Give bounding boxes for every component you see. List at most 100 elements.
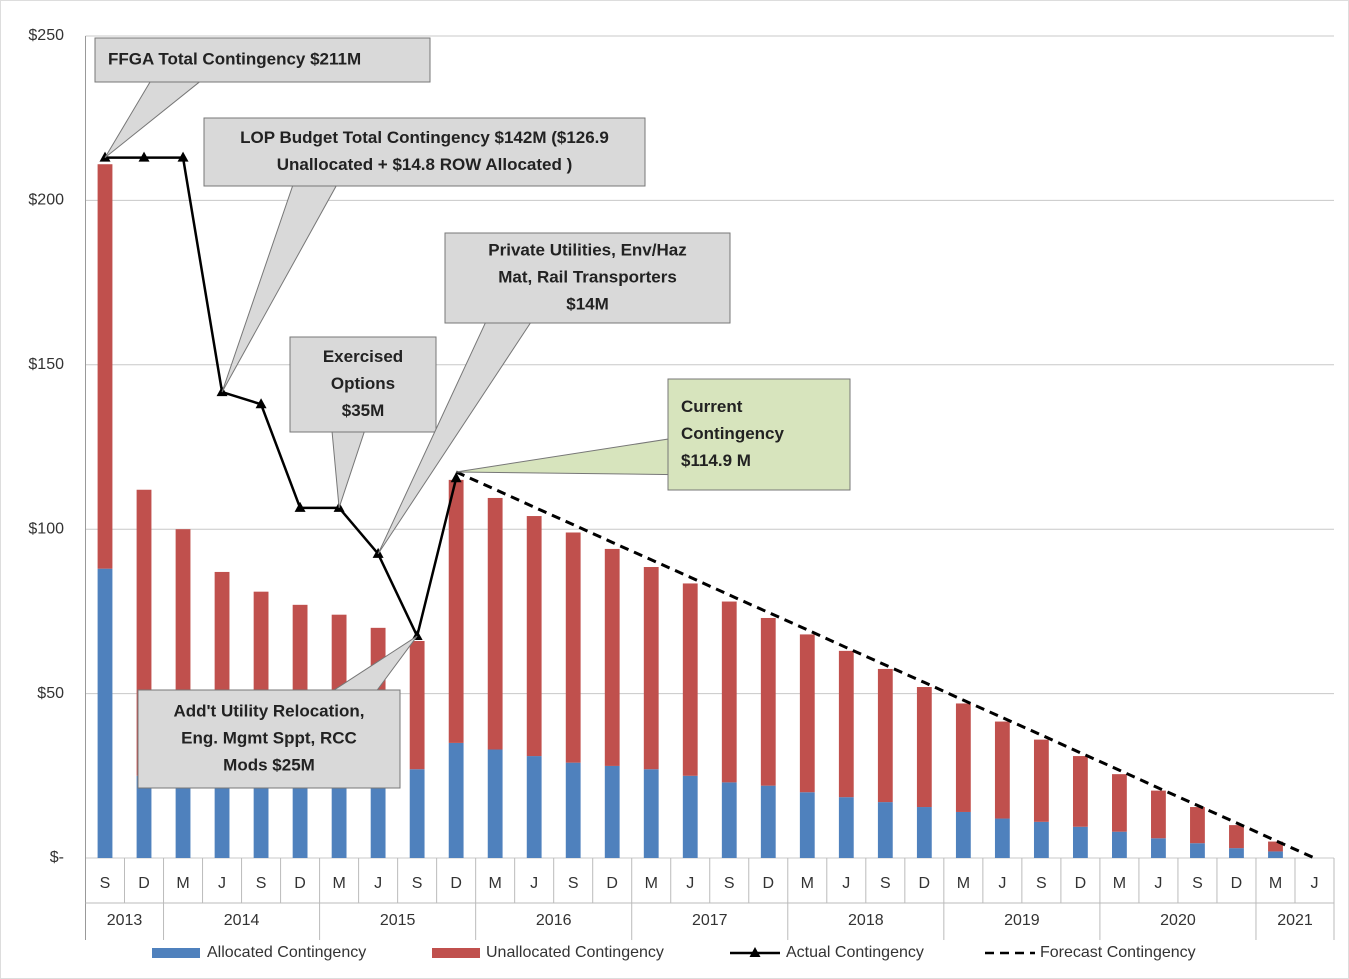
callout-text: Unallocated + $14.8 ROW Allocated ) bbox=[277, 155, 573, 174]
bar-segment bbox=[994, 721, 1010, 819]
line-marker bbox=[294, 501, 306, 512]
legend-marker bbox=[749, 947, 761, 957]
x-tick-label: J bbox=[1154, 875, 1162, 892]
x-tick-label: M bbox=[1269, 875, 1282, 892]
bar-segment bbox=[253, 775, 269, 858]
bar-segment bbox=[487, 749, 503, 858]
line-marker bbox=[450, 472, 462, 483]
bar-segment bbox=[1033, 739, 1049, 822]
x-tick-label: D bbox=[1231, 875, 1243, 892]
group-label: 2021 bbox=[1277, 912, 1313, 929]
legend-label: Allocated Contingency bbox=[207, 944, 366, 961]
x-tick-label: S bbox=[1192, 875, 1203, 892]
bar-segment bbox=[760, 785, 776, 858]
bar-segment bbox=[604, 765, 620, 858]
bar-segment bbox=[721, 782, 737, 858]
callout-box bbox=[137, 689, 401, 789]
callout-text: Options bbox=[331, 374, 395, 393]
bar-segment bbox=[1190, 807, 1205, 844]
bar-segment bbox=[487, 497, 503, 750]
series-line bbox=[105, 156, 458, 640]
bar-segment bbox=[643, 567, 659, 770]
y-tick-label: $200 bbox=[28, 192, 64, 209]
legend-label: Unallocated Contingency bbox=[486, 944, 664, 961]
x-tick-label: J bbox=[218, 875, 226, 892]
bar-segment bbox=[1229, 825, 1244, 849]
callout-text: Eng. Mgmt Sppt, RCC bbox=[181, 728, 357, 747]
x-tick-label: J bbox=[686, 875, 694, 892]
group-label: 2014 bbox=[224, 912, 260, 929]
x-tick-label: S bbox=[100, 875, 111, 892]
legend-swatch bbox=[432, 948, 480, 958]
bar-segment bbox=[565, 762, 581, 858]
x-tick-label: M bbox=[645, 875, 658, 892]
callout-box bbox=[289, 336, 437, 433]
x-tick-label: M bbox=[489, 875, 502, 892]
bar-segment bbox=[955, 811, 971, 858]
bar-segment bbox=[604, 548, 620, 766]
bar-segment bbox=[214, 775, 230, 858]
group-label: 2013 bbox=[107, 912, 143, 929]
bar-segment bbox=[994, 818, 1010, 858]
x-tick-label: D bbox=[919, 875, 931, 892]
bar-segment bbox=[916, 687, 932, 808]
group-label: 2020 bbox=[1160, 912, 1196, 929]
bar-segment bbox=[760, 617, 776, 786]
bar-segment bbox=[877, 668, 893, 803]
group-label: 2015 bbox=[380, 912, 416, 929]
callout-text: $14M bbox=[566, 294, 609, 313]
bar-segment bbox=[526, 516, 542, 757]
x-tick-label: M bbox=[332, 875, 345, 892]
bar-segment bbox=[799, 634, 815, 793]
x-tick-label: D bbox=[1075, 875, 1087, 892]
bar-segment bbox=[838, 650, 854, 798]
bar-segment bbox=[1151, 790, 1166, 839]
callout-box bbox=[667, 378, 851, 491]
bar-segment bbox=[1151, 838, 1166, 858]
line-marker bbox=[177, 151, 189, 162]
x-tick-label: D bbox=[762, 875, 774, 892]
bar-segment bbox=[292, 775, 308, 858]
callout-text: Contingency bbox=[681, 424, 784, 443]
callout-text: Current bbox=[681, 397, 743, 416]
x-tick-label: S bbox=[1036, 875, 1047, 892]
bar-segment bbox=[1190, 843, 1205, 858]
callout-box bbox=[94, 37, 431, 83]
callout-box bbox=[444, 232, 731, 324]
x-tick-label: S bbox=[724, 875, 735, 892]
callout-box bbox=[203, 117, 646, 187]
y-tick-label: $- bbox=[50, 849, 64, 866]
x-tick-label: D bbox=[294, 875, 306, 892]
bar-segment bbox=[1112, 774, 1127, 832]
x-tick-label: S bbox=[880, 875, 891, 892]
callout-text: Mods $25M bbox=[223, 755, 315, 774]
bar-segment bbox=[97, 568, 113, 858]
x-tick-label: J bbox=[374, 875, 382, 892]
group-label: 2018 bbox=[848, 912, 884, 929]
bar-segment bbox=[916, 807, 932, 858]
x-tick-label: J bbox=[1310, 875, 1318, 892]
x-tick-label: S bbox=[412, 875, 423, 892]
bar-segment bbox=[1229, 848, 1244, 858]
group-label: 2016 bbox=[536, 912, 572, 929]
group-label: 2017 bbox=[692, 912, 728, 929]
bar-segment bbox=[565, 532, 581, 763]
bar-segment bbox=[97, 164, 113, 569]
bar-segment bbox=[175, 775, 191, 858]
x-tick-label: J bbox=[998, 875, 1006, 892]
bar-segment bbox=[721, 601, 737, 783]
bar-segment bbox=[448, 479, 464, 743]
y-tick-label: $50 bbox=[37, 685, 64, 702]
bar-segment bbox=[136, 775, 152, 858]
bar-segment bbox=[682, 583, 698, 776]
bar-segment bbox=[331, 775, 347, 858]
x-tick-label: S bbox=[256, 875, 267, 892]
bar-segment bbox=[877, 802, 893, 858]
legend-label: Actual Contingency bbox=[786, 944, 924, 961]
series-line bbox=[455, 470, 1316, 860]
bar-segment bbox=[409, 640, 425, 770]
bar-segment bbox=[409, 769, 425, 858]
line-marker bbox=[138, 151, 150, 162]
